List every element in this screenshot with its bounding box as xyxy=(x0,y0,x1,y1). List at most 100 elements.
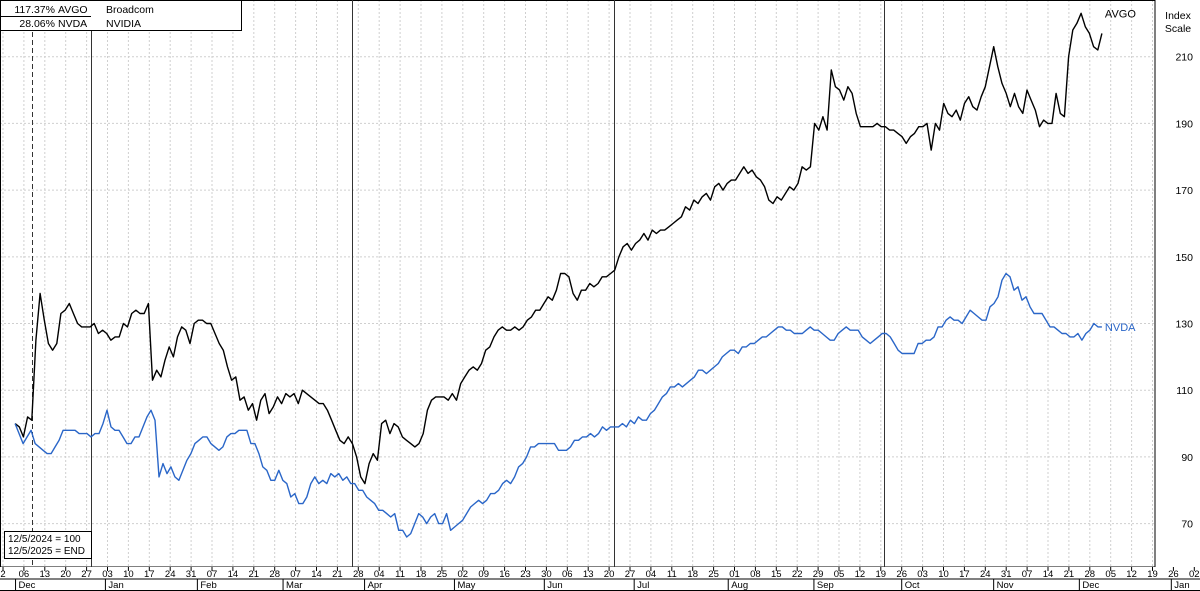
period-markers xyxy=(32,0,885,567)
legend-pct: 28.06% xyxy=(19,18,55,30)
legend-pct: 117.37% xyxy=(14,4,55,16)
x-tick-label: 10 xyxy=(938,569,949,580)
x-tick-label: 05 xyxy=(834,569,845,580)
legend-divider xyxy=(1,16,91,17)
y-tick-label: 190 xyxy=(1175,118,1193,130)
legend: 117.37% AVGO Broadcom 28.06% NVDA NVIDIA xyxy=(0,0,242,31)
x-tick-label: 16 xyxy=(499,569,510,580)
x-tick-label: 29 xyxy=(813,569,824,580)
series-label-avgo: AVGO xyxy=(1105,8,1136,20)
x-tick-label: 07 xyxy=(207,569,218,580)
month-label: Jan xyxy=(108,580,123,591)
x-tick-label: 25 xyxy=(708,569,719,580)
x-tick-label: 30 xyxy=(541,569,552,580)
x-tick-label: 19 xyxy=(876,569,887,580)
series-line-avgo xyxy=(14,12,1103,485)
x-tick-label: 2 xyxy=(0,569,5,580)
x-tick-label: 31 xyxy=(1001,569,1012,580)
month-label: Nov xyxy=(997,580,1014,591)
x-tick-label: 05 xyxy=(1105,569,1116,580)
x-tick-label: 12 xyxy=(1126,569,1137,580)
x-tick-label: 04 xyxy=(374,569,385,580)
note-line: 12/5/2024 = 100 xyxy=(8,534,81,545)
x-tick-label: 14 xyxy=(311,569,322,580)
month-label: Jul xyxy=(637,580,649,591)
y-tick-labels: 70 90 110 130 150 170 190 210 xyxy=(1175,52,1193,531)
x-tick-label: 02 xyxy=(458,569,469,580)
x-tick-label: 13 xyxy=(583,569,594,580)
x-tick-label: 26 xyxy=(1168,569,1179,580)
x-tick-label: 22 xyxy=(792,569,803,580)
y-tick-label: 170 xyxy=(1175,185,1193,197)
x-tick-label: 20 xyxy=(604,569,615,580)
month-label: Oct xyxy=(905,580,920,591)
x-tick-label: 24 xyxy=(165,569,176,580)
x-tick-label: 27 xyxy=(625,569,636,580)
x-tick-label: 15 xyxy=(771,569,782,580)
x-tick-label: 20 xyxy=(60,569,71,580)
x-tick-label: 28 xyxy=(353,569,364,580)
x-tick-label: 26 xyxy=(896,569,907,580)
x-tick-label: 14 xyxy=(228,569,239,580)
x-tick-label: 28 xyxy=(1085,569,1096,580)
month-label: May xyxy=(457,580,475,591)
x-tick-label: 19 xyxy=(1147,569,1158,580)
month-label: Mar xyxy=(286,580,302,591)
y-axis-title-line2: Scale xyxy=(1164,23,1192,35)
x-tick-label: 21 xyxy=(1064,569,1075,580)
x-tick-label: 21 xyxy=(249,569,260,580)
x-tick-label: 12 xyxy=(855,569,866,580)
x-tick-label: 07 xyxy=(1022,569,1033,580)
x-tick-label: 03 xyxy=(917,569,928,580)
x-tick-label: 10 xyxy=(123,569,134,580)
x-tick-label: 28 xyxy=(269,569,280,580)
plot-border xyxy=(0,0,1156,568)
x-tick-label: 21 xyxy=(332,569,343,580)
legend-name: NVIDIA xyxy=(106,18,142,30)
legend-name: Broadcom xyxy=(106,4,154,16)
y-tick-label: 110 xyxy=(1176,385,1193,397)
month-label: Dec xyxy=(1082,580,1099,591)
x-tick-label: 17 xyxy=(959,569,970,580)
month-label: Apr xyxy=(368,580,383,591)
series-lines xyxy=(14,12,1103,538)
y-tick-label: 90 xyxy=(1181,452,1193,464)
x-tick-label: 23 xyxy=(520,569,531,580)
legend-symbol: NVDA xyxy=(58,18,88,30)
series-labels: AVGO NVDA xyxy=(1105,8,1136,334)
y-tick-label: 70 xyxy=(1181,519,1193,531)
x-tick-label: 04 xyxy=(646,569,657,580)
x-tick-label: 17 xyxy=(144,569,155,580)
month-label: Aug xyxy=(731,580,748,591)
x-tick-label: 03 xyxy=(102,569,113,580)
x-tick-label: 18 xyxy=(687,569,698,580)
x-tick-label: 01 xyxy=(729,569,740,580)
month-label: Feb xyxy=(200,580,216,591)
x-tick-label: 11 xyxy=(667,569,677,580)
gridlines xyxy=(0,0,1156,568)
y-tick-label: 210 xyxy=(1175,52,1193,64)
x-tick-label: 25 xyxy=(437,569,448,580)
x-tick-label: 06 xyxy=(19,569,30,580)
y-tick-label: 150 xyxy=(1175,252,1193,264)
x-tick-label: 31 xyxy=(186,569,197,580)
x-tick-label: 02 xyxy=(1189,569,1200,580)
x-tick-label: 08 xyxy=(750,569,761,580)
base-date-note: 12/5/2024 = 100 12/5/2025 = END xyxy=(4,531,92,559)
series-label-nvda: NVDA xyxy=(1105,322,1136,334)
y-axis-title-line1: Index xyxy=(1165,10,1191,22)
x-tick-label: 14 xyxy=(1043,569,1054,580)
x-tick-label: 06 xyxy=(562,569,573,580)
x-tick-label: 09 xyxy=(478,569,489,580)
month-label: Jan xyxy=(1174,580,1189,591)
x-tick-label: 13 xyxy=(40,569,51,580)
x-tick-label: 24 xyxy=(980,569,991,580)
legend-symbol: AVGO xyxy=(58,4,88,16)
series-line-nvda xyxy=(14,272,1102,538)
note-line: 12/5/2025 = END xyxy=(8,546,85,557)
month-label: Dec xyxy=(19,580,36,591)
x-tick-label: 27 xyxy=(81,569,92,580)
x-tick-label: 18 xyxy=(416,569,427,580)
x-tick-label: 11 xyxy=(395,569,405,580)
